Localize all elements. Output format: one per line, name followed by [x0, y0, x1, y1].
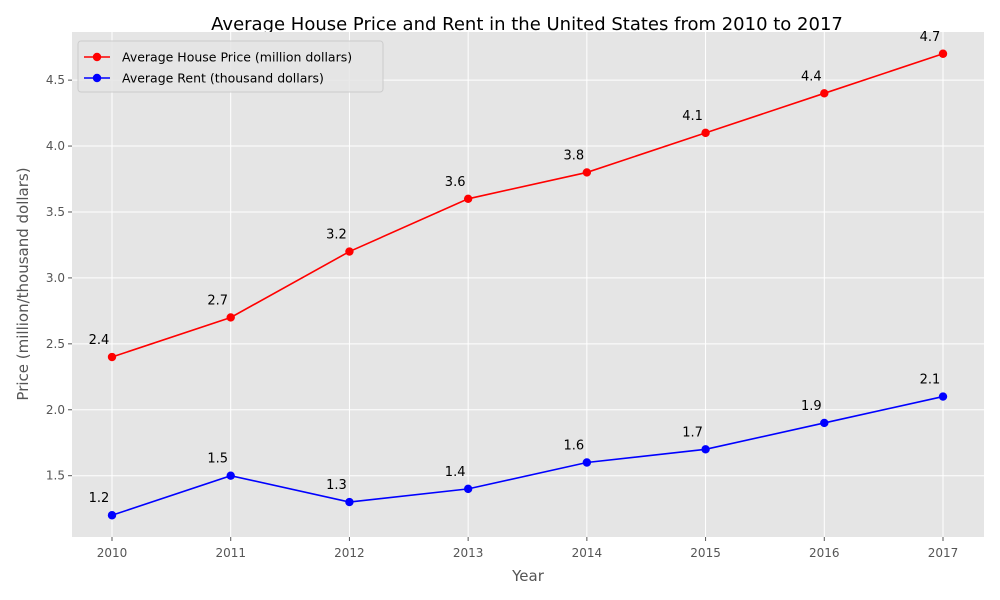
data-labels: 2.4 2.7 3.2 3.6 3.8 4.1 4.4 4.7 1.2 1.5 1.3 1.4 1.6 1…	[89, 30, 941, 506]
legend-label: Average House Price (million dollars)	[122, 50, 352, 65]
data-point	[938, 49, 948, 58]
axis-ticks: 2010 2011 2012 2013 2014 2015 2016 2017 1.5 2.0 2.…	[46, 73, 958, 560]
data-label: 1.5	[207, 452, 228, 467]
data-label: 1.2	[89, 491, 110, 506]
grid	[72, 32, 984, 537]
y-tick-label: 2.0	[46, 403, 65, 417]
x-tick-label: 2014	[572, 546, 603, 560]
x-axis-label: Year	[511, 567, 545, 585]
x-tick-label: 2017	[928, 546, 959, 560]
legend-item: Average Rent (thousand dollars)	[84, 71, 324, 86]
data-label: 1.4	[445, 465, 466, 480]
data-label: 4.4	[801, 69, 822, 84]
legend-box	[77, 40, 384, 93]
data-point	[582, 458, 592, 467]
legend: Average House Price (million dollars) Ave…	[77, 40, 384, 93]
legend-marker	[92, 73, 102, 83]
data-label: 3.2	[326, 228, 347, 243]
data-point	[938, 392, 948, 401]
data-label: 1.6	[564, 439, 585, 454]
x-tick-label: 2015	[690, 546, 721, 560]
legend-marker	[92, 52, 102, 62]
series-house-price	[107, 49, 948, 362]
data-label: 2.1	[920, 373, 941, 388]
data-label: 2.4	[89, 333, 110, 348]
data-label: 4.1	[682, 109, 703, 124]
y-tick-label: 1.5	[46, 469, 65, 483]
series-rent	[107, 392, 948, 520]
legend-label: Average Rent (thousand dollars)	[122, 71, 324, 86]
y-axis-label: Price (million/thousand dollars)	[14, 167, 32, 400]
series-line	[111, 52, 944, 358]
data-point	[582, 168, 592, 177]
x-tick-label: 2012	[334, 546, 365, 560]
x-tick-label: 2016	[809, 546, 840, 560]
data-point	[463, 484, 473, 494]
data-point	[107, 352, 117, 362]
data-point	[820, 418, 829, 428]
data-point	[820, 89, 829, 98]
legend-items: Average House Price (million dollars) Ave…	[84, 50, 352, 86]
y-tick-label: 4.0	[46, 139, 65, 153]
y-tick-label: 4.5	[46, 73, 65, 87]
data-point	[345, 497, 354, 507]
data-label: 3.8	[564, 148, 585, 163]
chart-title: Average House Price and Rent in the Unit…	[211, 14, 843, 35]
data-label: 1.9	[801, 399, 822, 414]
data-label: 4.7	[920, 30, 941, 45]
x-tick-label: 2011	[215, 546, 246, 560]
y-tick-label: 3.0	[46, 271, 65, 285]
data-point	[226, 471, 235, 480]
y-tick-label: 2.5	[46, 337, 65, 351]
data-point	[463, 194, 473, 203]
data-label: 1.3	[326, 478, 347, 493]
series-line	[111, 395, 944, 517]
series-group	[107, 49, 948, 520]
plot-area	[72, 32, 984, 537]
y-tick-label: 3.5	[46, 205, 65, 219]
data-label: 3.6	[445, 175, 466, 190]
data-point	[345, 247, 354, 256]
legend-item: Average House Price (million dollars)	[84, 50, 352, 65]
data-point	[107, 511, 117, 520]
x-tick-label: 2013	[453, 546, 484, 560]
data-point	[701, 128, 710, 138]
data-label: 1.7	[682, 425, 703, 440]
data-point	[701, 445, 710, 454]
data-point	[226, 313, 235, 322]
data-label: 2.7	[207, 293, 228, 308]
x-tick-label: 2010	[97, 546, 128, 560]
